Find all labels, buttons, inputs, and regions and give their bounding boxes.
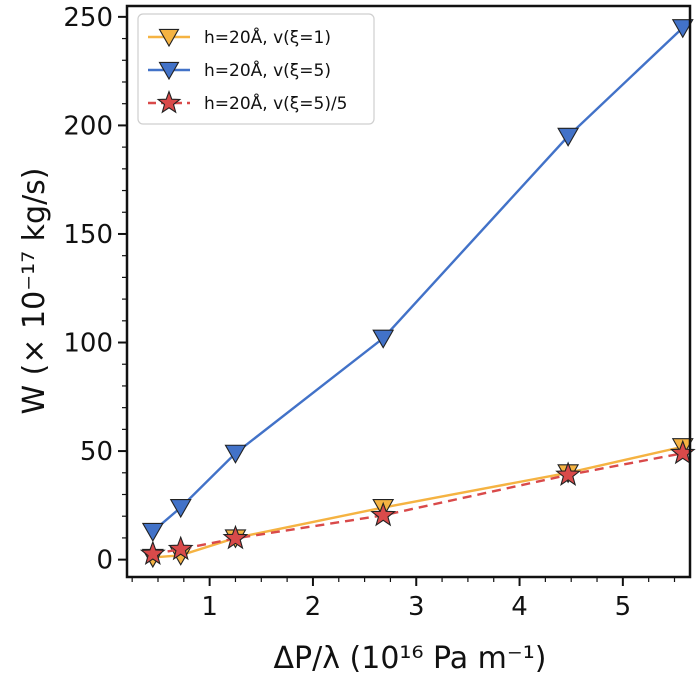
legend-label: h=20Å, v(ξ=1) xyxy=(204,26,331,48)
legend-marker xyxy=(156,90,182,114)
data-point xyxy=(669,439,696,465)
x-tick-label: 1 xyxy=(201,592,218,622)
y-tick-label: 150 xyxy=(63,220,113,250)
legend-box xyxy=(137,13,375,125)
series-1 xyxy=(141,438,694,569)
x-tick-label: 4 xyxy=(511,592,528,622)
data-point xyxy=(555,461,582,486)
x-tick-label: 3 xyxy=(408,592,425,622)
x-axis-title: ΔP/λ (10¹⁶ Pa m⁻¹) xyxy=(274,641,547,676)
data-point xyxy=(167,535,194,561)
data-point xyxy=(222,524,249,550)
legend-label: h=20Å, v(ξ=5)/5 xyxy=(204,92,348,114)
x-tick-label: 2 xyxy=(305,592,322,622)
data-point xyxy=(557,127,580,147)
y-tick-label: 100 xyxy=(63,329,113,359)
y-tick-label: 200 xyxy=(63,111,113,141)
x-tick-label: 5 xyxy=(615,592,632,622)
y-axis-title: W (× 10⁻¹⁷ kg/s) xyxy=(17,167,52,414)
legend-label: h=20Å, v(ξ=5) xyxy=(204,59,331,81)
data-point xyxy=(224,444,247,464)
data-point xyxy=(671,19,694,39)
series-3 xyxy=(139,439,696,565)
y-tick-label: 0 xyxy=(96,546,113,576)
series-2 xyxy=(141,19,694,543)
legend: h=20Å, v(ξ=1) h=20Å, v(ξ=5) h=20Å, v(ξ=5)/… xyxy=(137,13,375,125)
data-point xyxy=(372,329,395,349)
plot-frame xyxy=(125,4,692,579)
data-point xyxy=(169,498,192,519)
series-line xyxy=(152,26,684,533)
data-point xyxy=(141,522,164,543)
data-point xyxy=(370,501,397,527)
legend-marker xyxy=(158,61,180,81)
y-tick-label: 50 xyxy=(80,437,113,467)
data-point xyxy=(139,540,166,565)
legend-marker xyxy=(158,28,180,48)
y-tick-label: 250 xyxy=(63,3,113,33)
